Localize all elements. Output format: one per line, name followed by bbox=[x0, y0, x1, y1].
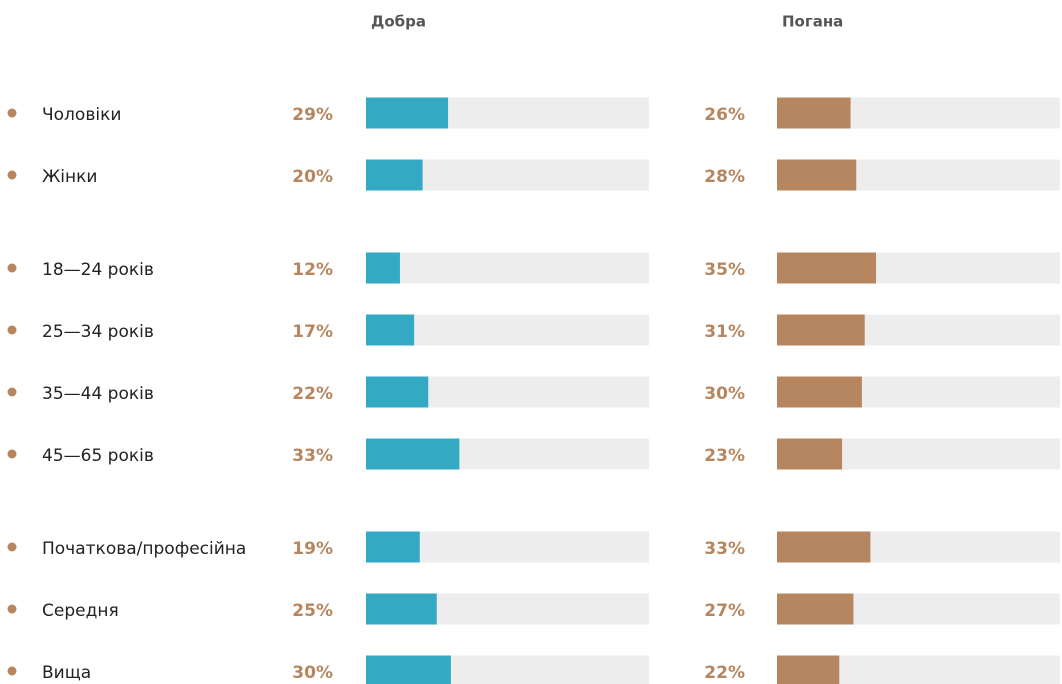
bar bbox=[777, 438, 843, 470]
bullet bbox=[7, 449, 17, 459]
value-label: 23% bbox=[704, 446, 745, 466]
category-label: 45—65 років bbox=[42, 446, 154, 466]
bullet bbox=[7, 604, 17, 614]
value-label: 31% bbox=[704, 322, 745, 342]
bar bbox=[777, 159, 857, 191]
value-label: 30% bbox=[704, 384, 745, 404]
value-label: 33% bbox=[704, 539, 745, 559]
bullet bbox=[7, 170, 17, 180]
bullet bbox=[7, 666, 17, 676]
bar bbox=[366, 531, 420, 563]
value-label: 25% bbox=[292, 601, 333, 621]
value-label: 17% bbox=[292, 322, 333, 342]
bar bbox=[366, 252, 400, 284]
category-label: Жінки bbox=[42, 167, 97, 187]
bullet bbox=[7, 108, 17, 118]
bar-track bbox=[366, 252, 649, 284]
bar bbox=[366, 438, 460, 470]
bullet bbox=[7, 263, 17, 273]
bar bbox=[366, 593, 437, 625]
category-label: 18—24 років bbox=[42, 260, 154, 280]
bar bbox=[777, 376, 862, 408]
value-label: 35% bbox=[704, 260, 745, 280]
series-header: Добра bbox=[371, 13, 426, 31]
value-label: 33% bbox=[292, 446, 333, 466]
bar bbox=[777, 655, 840, 684]
category-label: Початкова/професійна bbox=[42, 539, 246, 559]
category-label: 35—44 років bbox=[42, 384, 154, 404]
category-label: Чоловіки bbox=[42, 105, 121, 125]
bar bbox=[777, 531, 871, 563]
bar bbox=[366, 97, 449, 129]
value-label: 12% bbox=[292, 260, 333, 280]
bar bbox=[777, 252, 877, 284]
value-label: 19% bbox=[292, 539, 333, 559]
value-label: 22% bbox=[292, 384, 333, 404]
category-label: Середня bbox=[42, 601, 119, 621]
bar bbox=[777, 97, 851, 129]
bar bbox=[366, 314, 415, 346]
bar bbox=[777, 593, 854, 625]
value-label: 20% bbox=[292, 167, 333, 187]
bar bbox=[366, 376, 429, 408]
value-label: 22% bbox=[704, 663, 745, 683]
bullet bbox=[7, 387, 17, 397]
category-label: Вища bbox=[42, 663, 91, 683]
value-label: 27% bbox=[704, 601, 745, 621]
bar bbox=[366, 159, 423, 191]
value-label: 28% bbox=[704, 167, 745, 187]
bar bbox=[366, 655, 451, 684]
series-header: Погана bbox=[782, 13, 843, 31]
value-label: 29% bbox=[292, 105, 333, 125]
category-label: 25—34 років bbox=[42, 322, 154, 342]
bullet bbox=[7, 542, 17, 552]
bullet bbox=[7, 325, 17, 335]
bar bbox=[777, 314, 865, 346]
value-label: 30% bbox=[292, 663, 333, 683]
value-label: 26% bbox=[704, 105, 745, 125]
